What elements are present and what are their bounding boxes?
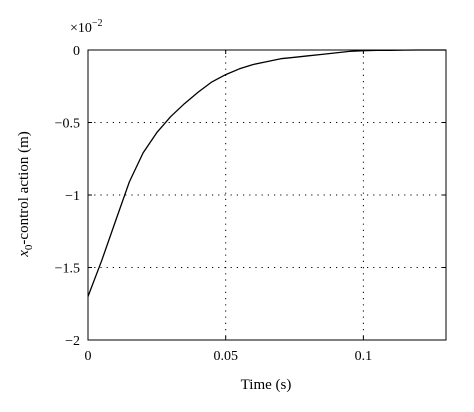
tick-labels: 0 0.05 0.1 0 −0.5 −1 −1.5 −2 (55, 44, 373, 364)
x-tick-label: 0 (85, 349, 92, 364)
series-line (87, 49, 446, 297)
x-tick-label: 0.1 (355, 349, 373, 364)
series-layer (87, 49, 446, 297)
y-multiplier-label: ×10−2 (70, 18, 103, 36)
y-tick-label: −0.5 (55, 117, 80, 132)
y-tick-label: −1 (65, 189, 80, 204)
y-tick-label: −1.5 (55, 262, 80, 277)
y-tick-label: 0 (73, 44, 80, 59)
plot-area-frame (87, 49, 447, 341)
x-tick-label: 0.05 (213, 349, 238, 364)
y-axis-label: x0-control action (m) (16, 131, 35, 257)
grid-lines (88, 50, 446, 340)
y-tick-label: −2 (65, 334, 80, 349)
x-axis-label: Time (s) (241, 377, 292, 393)
